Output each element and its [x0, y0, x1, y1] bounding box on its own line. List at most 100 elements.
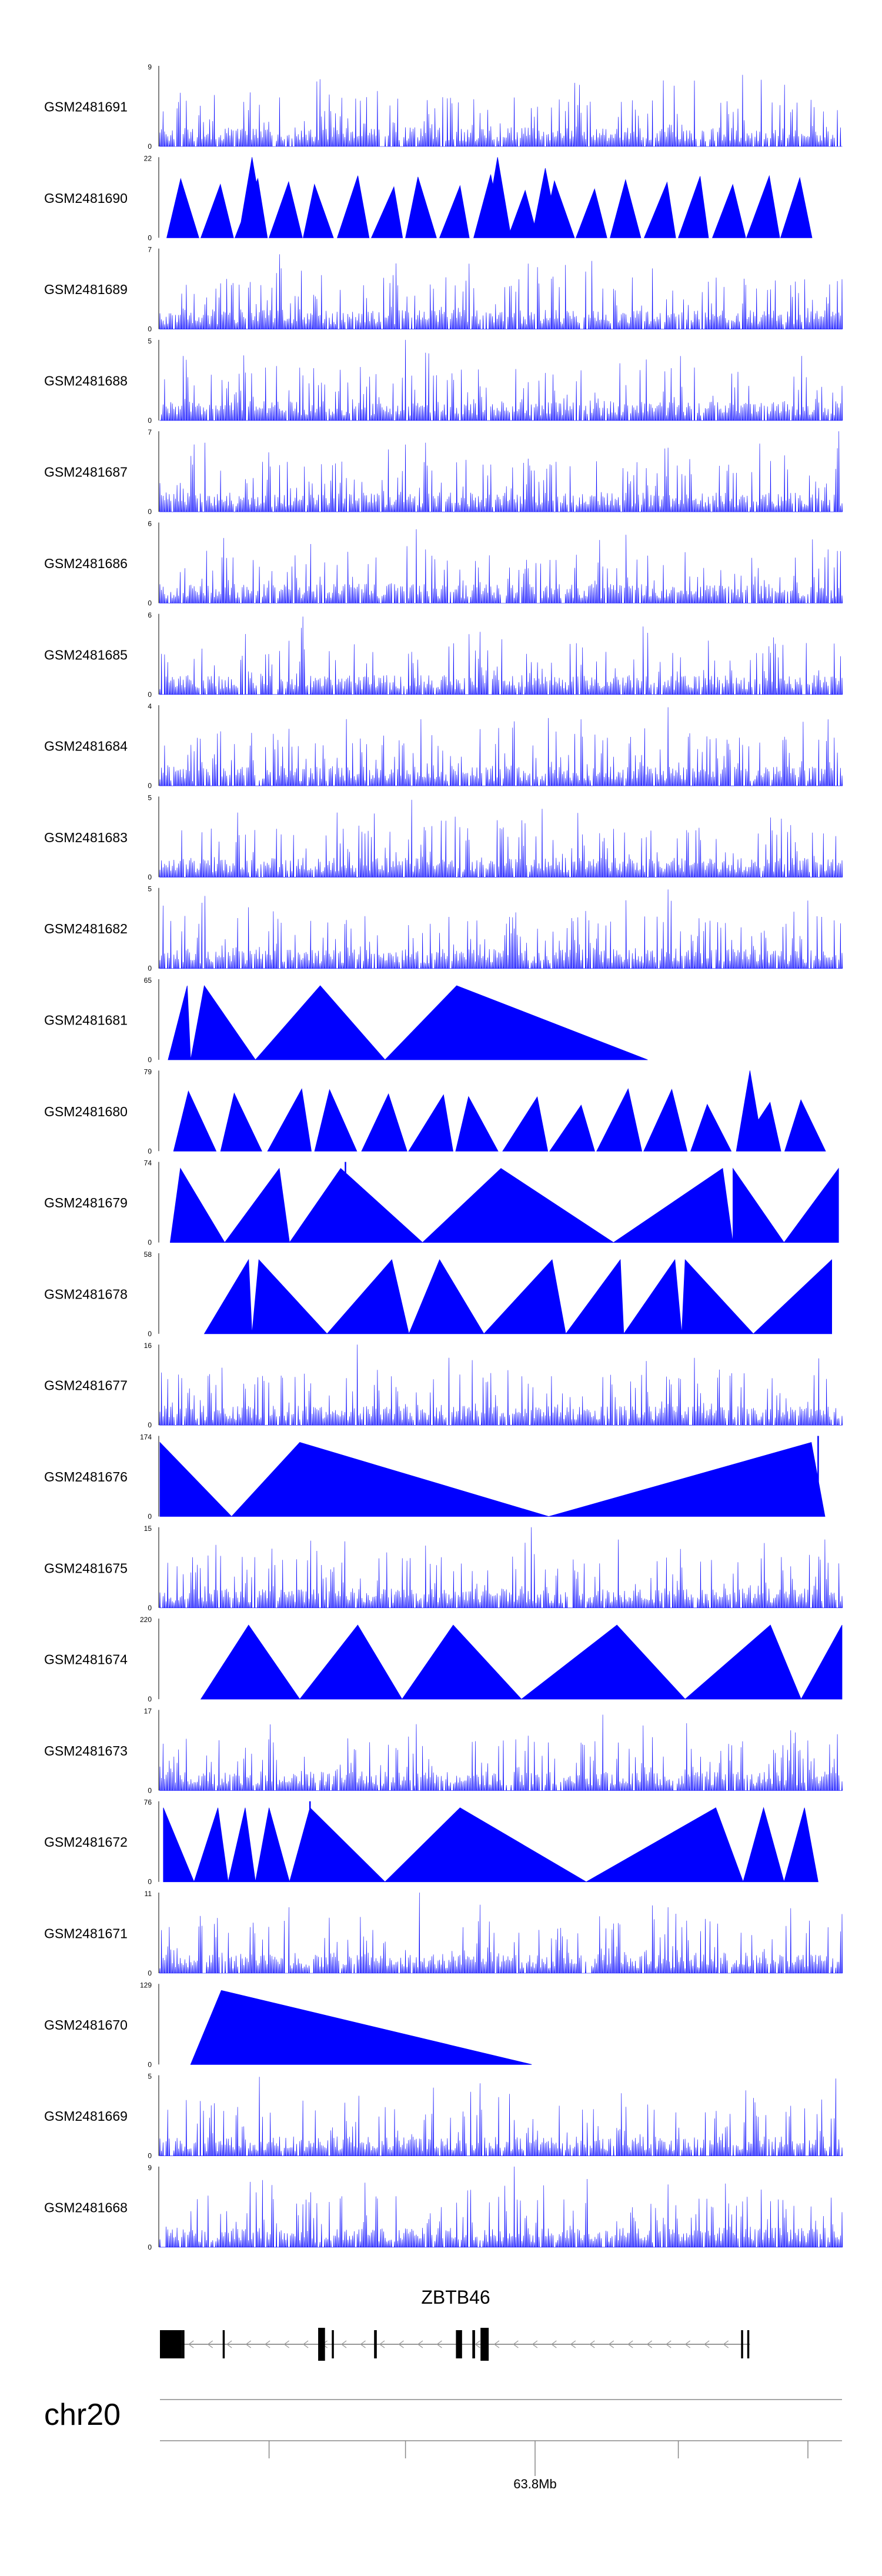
y-min-label: 0 — [148, 690, 152, 699]
strand-arrow — [245, 2340, 252, 2348]
coverage-area — [159, 1892, 843, 1974]
y-min-label: 0 — [148, 1513, 152, 1521]
track-GSM2481686: GSM2481686 6 0 — [44, 520, 843, 608]
y-max-label: 15 — [144, 1524, 152, 1533]
y-min-label: 0 — [148, 2152, 152, 2160]
y-max-label: 76 — [144, 1798, 152, 1807]
track-label: GSM2481690 — [44, 191, 128, 206]
gene-exon — [456, 2330, 462, 2358]
y-min-label: 0 — [148, 782, 152, 790]
coverage-area — [163, 1807, 818, 1883]
y-max-label: 5 — [148, 337, 152, 345]
track-GSM2481681: GSM2481681 65 0 — [44, 976, 648, 1064]
track-GSM2481691: GSM2481691 9 0 — [44, 63, 843, 151]
track-GSM2481673: GSM2481673 17 0 — [44, 1707, 843, 1794]
strand-arrow — [570, 2340, 576, 2348]
track-GSM2481677: GSM2481677 16 0 — [44, 1342, 843, 1429]
track-GSM2481683: GSM2481683 5 0 — [44, 793, 843, 881]
strand-arrow — [340, 2340, 347, 2348]
y-max-label: 6 — [148, 611, 152, 619]
track-label: GSM2481689 — [44, 282, 128, 297]
strand-arrow — [684, 2340, 691, 2348]
strand-arrow — [666, 2340, 671, 2348]
y-max-label: 7 — [148, 246, 152, 254]
y-min-label: 0 — [148, 1056, 152, 1064]
gene-exon — [472, 2330, 475, 2358]
y-max-label: 129 — [140, 1981, 152, 1989]
strand-arrow — [436, 2340, 442, 2348]
track-label: GSM2481685 — [44, 647, 128, 662]
track-label: GSM2481688 — [44, 373, 128, 388]
y-min-label: 0 — [148, 416, 152, 425]
gene-exon — [160, 2330, 182, 2358]
y-min-label: 0 — [148, 508, 152, 516]
track-label: GSM2481669 — [44, 2108, 128, 2124]
gene-exon — [332, 2330, 334, 2358]
track-label: GSM2481670 — [44, 2017, 128, 2033]
track-GSM2481680: GSM2481680 79 0 — [44, 1067, 826, 1155]
coverage-area — [159, 339, 843, 421]
y-max-label: 74 — [144, 1159, 152, 1167]
coverage-area — [159, 889, 843, 969]
track-label: GSM2481679 — [44, 1195, 128, 1210]
y-min-label: 0 — [148, 1147, 152, 1155]
track-label: GSM2481676 — [44, 1469, 128, 1484]
track-label: GSM2481684 — [44, 739, 128, 754]
track-GSM2481675: GSM2481675 15 0 — [44, 1524, 843, 1612]
track-GSM2481682: GSM2481682 5 0 — [44, 885, 843, 973]
coverage-area — [168, 985, 648, 1060]
y-max-label: 58 — [144, 1250, 152, 1259]
strand-arrow — [379, 2340, 385, 2348]
axis-tick-label: 63.8Mb — [513, 2477, 556, 2491]
y-min-label: 0 — [148, 1604, 152, 1612]
track-GSM2481679: GSM2481679 74 0 — [44, 1159, 839, 1247]
coverage-area — [173, 1070, 826, 1152]
y-max-label: 9 — [148, 2164, 152, 2172]
y-max-label: 7 — [148, 428, 152, 436]
genomic-axis: chr20 63.8Mb — [44, 2398, 842, 2491]
gene-exon — [222, 2330, 225, 2358]
y-max-label: 5 — [148, 793, 152, 802]
track-label: GSM2481675 — [44, 1560, 128, 1576]
gene-exon — [480, 2328, 489, 2361]
y-min-label: 0 — [148, 599, 152, 608]
y-max-label: 9 — [148, 63, 152, 71]
coverage-area — [159, 799, 843, 877]
y-min-label: 0 — [148, 2243, 152, 2251]
coverage-area — [159, 1527, 843, 1609]
strand-arrow — [188, 2340, 194, 2348]
track-GSM2481678: GSM2481678 58 0 — [44, 1250, 832, 1338]
y-min-label: 0 — [148, 1695, 152, 1703]
coverage-area — [159, 1344, 843, 1426]
track-GSM2481689: GSM2481689 7 0 — [44, 246, 843, 333]
track-label: GSM2481677 — [44, 1378, 128, 1393]
coverage-area — [159, 254, 843, 329]
y-max-label: 79 — [144, 1067, 152, 1076]
chromosome-label: chr20 — [44, 2398, 121, 2432]
strand-arrow — [513, 2340, 519, 2348]
track-label: GSM2481672 — [44, 1834, 128, 1850]
y-min-label: 0 — [148, 1239, 152, 1247]
y-min-label: 0 — [148, 2060, 152, 2068]
coverage-area — [203, 1259, 832, 1334]
track-GSM2481669: GSM2481669 5 0 — [44, 2073, 843, 2160]
track-GSM2481674: GSM2481674 220 0 — [44, 1616, 843, 1703]
y-max-label: 220 — [140, 1616, 152, 1624]
track-label: GSM2481686 — [44, 556, 128, 571]
track-label: GSM2481682 — [44, 921, 128, 936]
track-GSM2481671: GSM2481671 11 0 — [44, 1890, 843, 1977]
strand-arrow — [704, 2340, 710, 2348]
track-GSM2481688: GSM2481688 5 0 — [44, 337, 843, 425]
strand-arrow — [475, 2340, 480, 2348]
strand-arrow — [360, 2340, 366, 2348]
coverage-area — [159, 529, 843, 603]
track-label: GSM2481668 — [44, 2200, 128, 2215]
coverage-area — [166, 157, 813, 238]
strand-arrow — [265, 2340, 270, 2348]
y-min-label: 0 — [148, 965, 152, 973]
y-max-label: 11 — [145, 1890, 152, 1898]
coverage-area — [159, 1442, 826, 1517]
coverage-area — [200, 1624, 843, 1700]
track-label: GSM2481673 — [44, 1743, 128, 1759]
